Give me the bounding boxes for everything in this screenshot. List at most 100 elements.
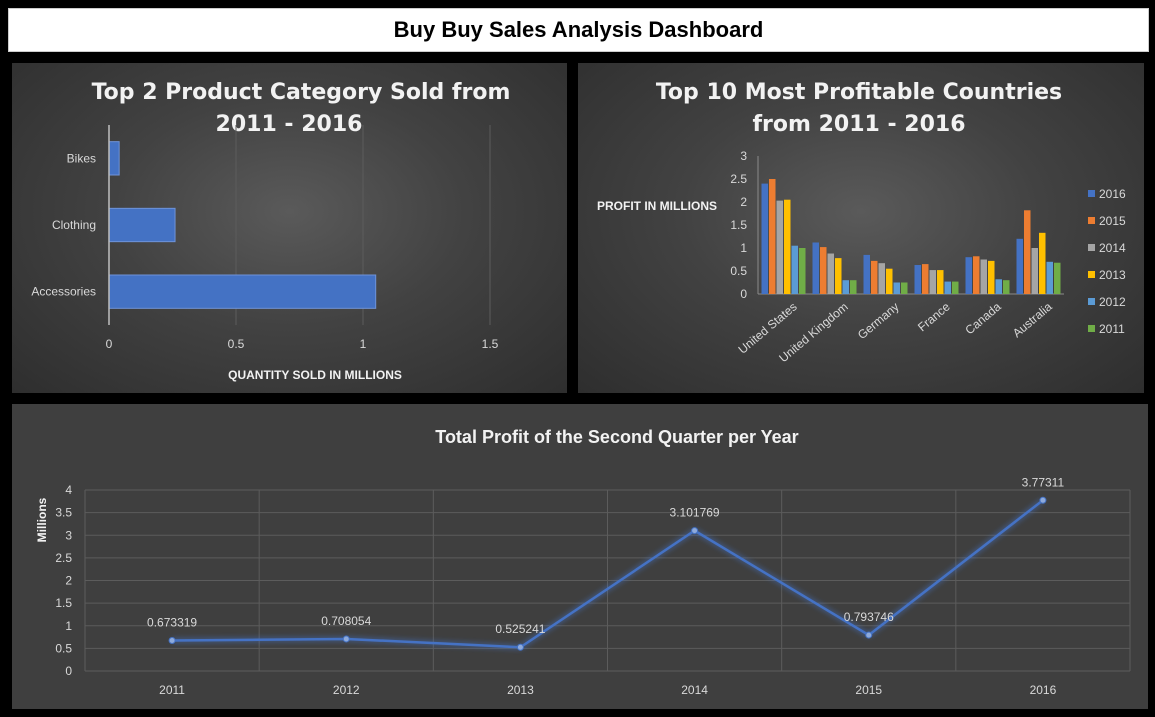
country-bar-2015 [871, 260, 878, 294]
profit-y-tick-label: 2 [65, 574, 72, 588]
legend-swatch [1088, 190, 1095, 197]
profit-data-label: 3.77311 [1022, 475, 1065, 489]
countries-chart-y-axis-label: PROFIT IN MILLIONS [597, 199, 717, 213]
category-bar [108, 274, 377, 309]
countries-chart-panel: Top 10 Most Profitable Countries from 20… [578, 63, 1144, 393]
profit-x-tick-label: 2012 [333, 683, 360, 697]
profit-chart-title: Total Profit of the Second Quarter per Y… [435, 427, 798, 447]
countries-chart-title-line2: from 2011 - 2016 [752, 112, 965, 137]
q2-profit-line-chart: Total Profit of the Second Quarter per Y… [35, 427, 1131, 697]
category-chart-title-line2: 2011 - 2016 [216, 112, 363, 137]
category-y-tick-label: Bikes [67, 151, 96, 165]
countries-y-tick-label: 1.5 [730, 218, 747, 232]
country-bar-2015 [1024, 210, 1031, 294]
profit-data-point [1039, 496, 1047, 504]
profit-y-tick-label: 0 [65, 664, 72, 678]
country-bar-2013 [784, 199, 791, 294]
profit-data-label: 0.793746 [844, 610, 894, 624]
country-bar-2013 [886, 268, 893, 294]
country-bar-2015 [973, 256, 980, 294]
countries-column-chart: Top 10 Most Profitable Countries from 20… [597, 80, 1126, 365]
country-bar-2014 [776, 200, 783, 294]
profit-data-label: 3.101769 [670, 506, 720, 520]
country-bar-2011 [850, 280, 857, 294]
profit-data-label: 0.525241 [495, 622, 545, 636]
profit-y-tick-label: 2.5 [55, 551, 72, 565]
profit-data-point [865, 631, 873, 639]
legend-swatch [1088, 271, 1095, 278]
countries-y-tick-label: 0.5 [730, 264, 747, 278]
country-bar-2011 [1054, 262, 1061, 294]
country-bar-2014 [878, 263, 885, 294]
country-bar-2016 [812, 242, 819, 294]
category-x-tick-label: 1.5 [482, 337, 499, 351]
category-bar-chart: Top 2 Product Category Sold from 2011 - … [31, 80, 511, 382]
category-bar [108, 207, 176, 243]
legend-swatch [1088, 298, 1095, 305]
category-chart-panel: Top 2 Product Category Sold from 2011 - … [12, 63, 567, 393]
category-y-tick-label: Clothing [52, 218, 96, 232]
legend-swatch [1088, 244, 1095, 251]
legend-label: 2012 [1099, 295, 1126, 309]
legend-label: 2015 [1099, 214, 1126, 228]
countries-y-tick-label: 1 [740, 241, 747, 255]
category-chart-x-axis-label: QUANTITY SOLD IN MILLIONS [228, 368, 402, 382]
legend-label: 2011 [1099, 322, 1125, 336]
category-x-tick-label: 1 [360, 337, 367, 351]
category-chart-title-line1: Top 2 Product Category Sold from [92, 80, 511, 105]
legend-label: 2016 [1099, 187, 1126, 201]
profit-y-tick-label: 3.5 [55, 506, 72, 520]
profit-x-tick-label: 2016 [1030, 683, 1057, 697]
profit-data-point [691, 527, 699, 535]
profit-y-tick-label: 1.5 [55, 596, 72, 610]
country-bar-2011 [901, 282, 908, 294]
country-bar-2012 [791, 245, 798, 294]
country-bar-2014 [1031, 248, 1038, 294]
category-y-tick-label: Accessories [31, 285, 96, 299]
profit-chart-y-axis-label: Millions [35, 497, 49, 542]
profit-x-tick-label: 2015 [855, 683, 882, 697]
profit-x-tick-label: 2013 [507, 683, 534, 697]
country-bar-2016 [1016, 238, 1023, 294]
countries-y-tick-label: 2 [740, 195, 747, 209]
category-x-tick-label: 0 [106, 337, 113, 351]
profit-data-label: 0.708054 [321, 614, 371, 628]
legend-swatch [1088, 325, 1095, 332]
countries-x-tick-label: Canada [962, 299, 1003, 337]
profit-y-tick-label: 4 [65, 483, 72, 497]
country-bar-2016 [914, 265, 921, 294]
legend-swatch [1088, 217, 1095, 224]
country-bar-2016 [863, 254, 870, 294]
countries-x-tick-label: Australia [1010, 299, 1055, 340]
profit-y-tick-label: 3 [65, 528, 72, 542]
country-bar-2011 [799, 248, 806, 294]
country-bar-2013 [988, 260, 995, 294]
legend-label: 2014 [1099, 241, 1126, 255]
country-bar-2012 [893, 282, 900, 294]
country-bar-2012 [944, 281, 951, 294]
countries-chart-title-line1: Top 10 Most Profitable Countries [656, 80, 1062, 105]
profit-data-point [342, 635, 350, 643]
country-bar-2015 [769, 179, 776, 294]
profit-chart-panel: Total Profit of the Second Quarter per Y… [12, 404, 1148, 709]
country-bar-2012 [995, 279, 1002, 294]
country-bar-2012 [1046, 261, 1053, 294]
category-x-tick-label: 0.5 [228, 337, 245, 351]
legend-label: 2013 [1099, 268, 1126, 282]
profit-x-tick-label: 2014 [681, 683, 708, 697]
country-bar-2012 [842, 280, 849, 294]
country-bar-2014 [980, 259, 987, 294]
country-bar-2016 [965, 257, 972, 294]
country-bar-2011 [952, 281, 959, 294]
country-bar-2014 [827, 253, 834, 294]
country-bar-2016 [761, 183, 768, 294]
country-bar-2014 [929, 270, 936, 294]
countries-y-tick-label: 3 [740, 149, 747, 163]
country-bar-2013 [835, 258, 842, 294]
country-bar-2015 [922, 264, 929, 294]
profit-data-point [516, 643, 524, 651]
profit-series-line [172, 499, 1044, 649]
profit-data-point [168, 637, 176, 645]
country-bar-2013 [937, 270, 944, 294]
countries-x-tick-label: France [915, 299, 953, 334]
